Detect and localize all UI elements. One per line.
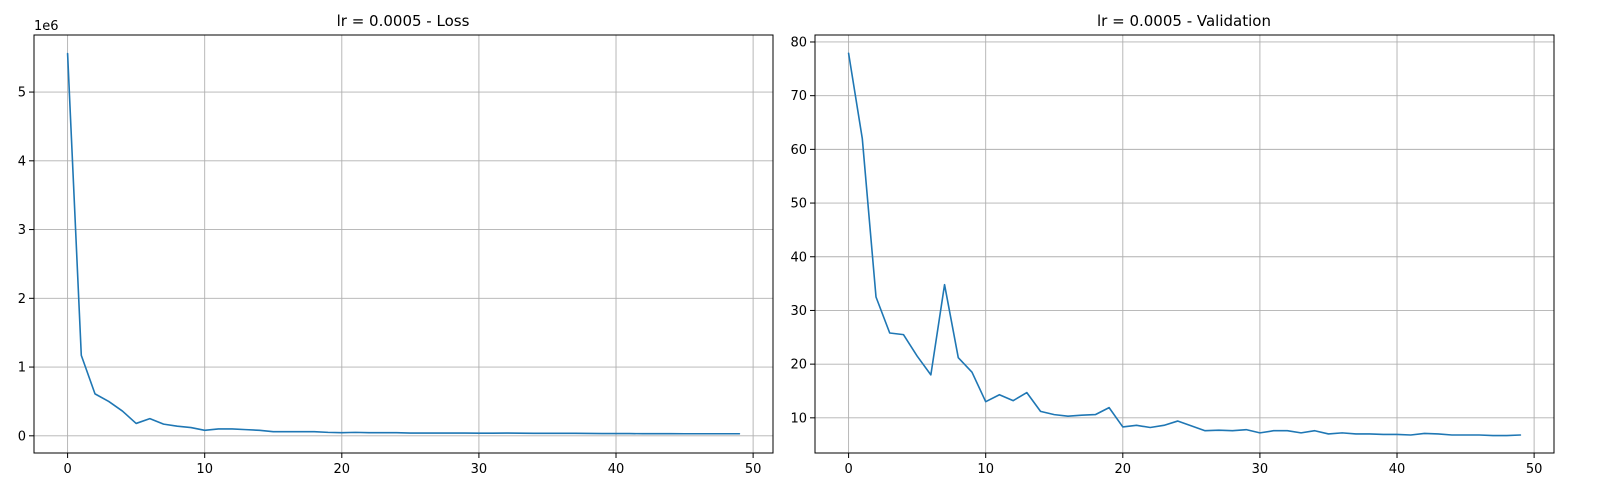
y-tick-label: 1	[18, 361, 26, 376]
y-tick-label: 50	[790, 197, 807, 212]
x-tick-label: 0	[63, 462, 71, 477]
series-line	[847, 52, 1522, 437]
chart-title: lr = 0.0005 - Loss	[337, 12, 470, 30]
y-tick-label: 60	[790, 143, 807, 158]
x-tick-label: 0	[844, 462, 852, 477]
axis-ticks: 0 10 20 30 40 50 0 1 2 3 4 5	[18, 86, 762, 477]
series-line	[66, 52, 741, 435]
x-tick-label: 40	[1389, 462, 1406, 477]
series-layer	[66, 52, 741, 435]
y-tick-label: 4	[18, 154, 26, 169]
y-tick-label: 20	[790, 358, 807, 373]
axis-ticks: 0 10 20 30 40 50 10 20 30 40 50 60 70 80	[790, 35, 1542, 477]
validation-chart: lr = 0.0005 - Validation 0 10 20 30 40 50 10 20…	[790, 12, 1555, 477]
plot-frame	[814, 34, 1555, 454]
chart-title: lr = 0.0005 - Validation	[1097, 12, 1271, 30]
grid	[34, 35, 773, 453]
series-layer	[847, 52, 1522, 437]
x-tick-label: 20	[334, 462, 351, 477]
y-tick-label: 40	[790, 250, 807, 265]
y-tick-label: 30	[790, 304, 807, 319]
x-tick-label: 20	[1115, 462, 1132, 477]
x-tick-label: 30	[1252, 462, 1269, 477]
y-tick-label: 10	[790, 411, 807, 426]
grid	[815, 35, 1554, 453]
x-tick-label: 40	[608, 462, 625, 477]
y-multiplier-label: 1e6	[34, 19, 59, 34]
y-tick-label: 2	[18, 292, 26, 307]
plot-frame	[33, 34, 774, 454]
x-tick-label: 30	[471, 462, 488, 477]
y-tick-label: 3	[18, 223, 26, 238]
loss-chart: lr = 0.0005 - Loss 1e6 0 10 20 30 40 50 0 1 2 3 4 5	[18, 12, 774, 477]
x-tick-label: 50	[1526, 462, 1543, 477]
y-tick-label: 80	[790, 35, 807, 50]
x-tick-label: 10	[196, 462, 213, 477]
y-tick-label: 5	[18, 86, 26, 101]
x-tick-label: 50	[745, 462, 762, 477]
x-tick-label: 10	[977, 462, 994, 477]
y-tick-label: 0	[18, 429, 26, 444]
y-tick-label: 70	[790, 89, 807, 104]
